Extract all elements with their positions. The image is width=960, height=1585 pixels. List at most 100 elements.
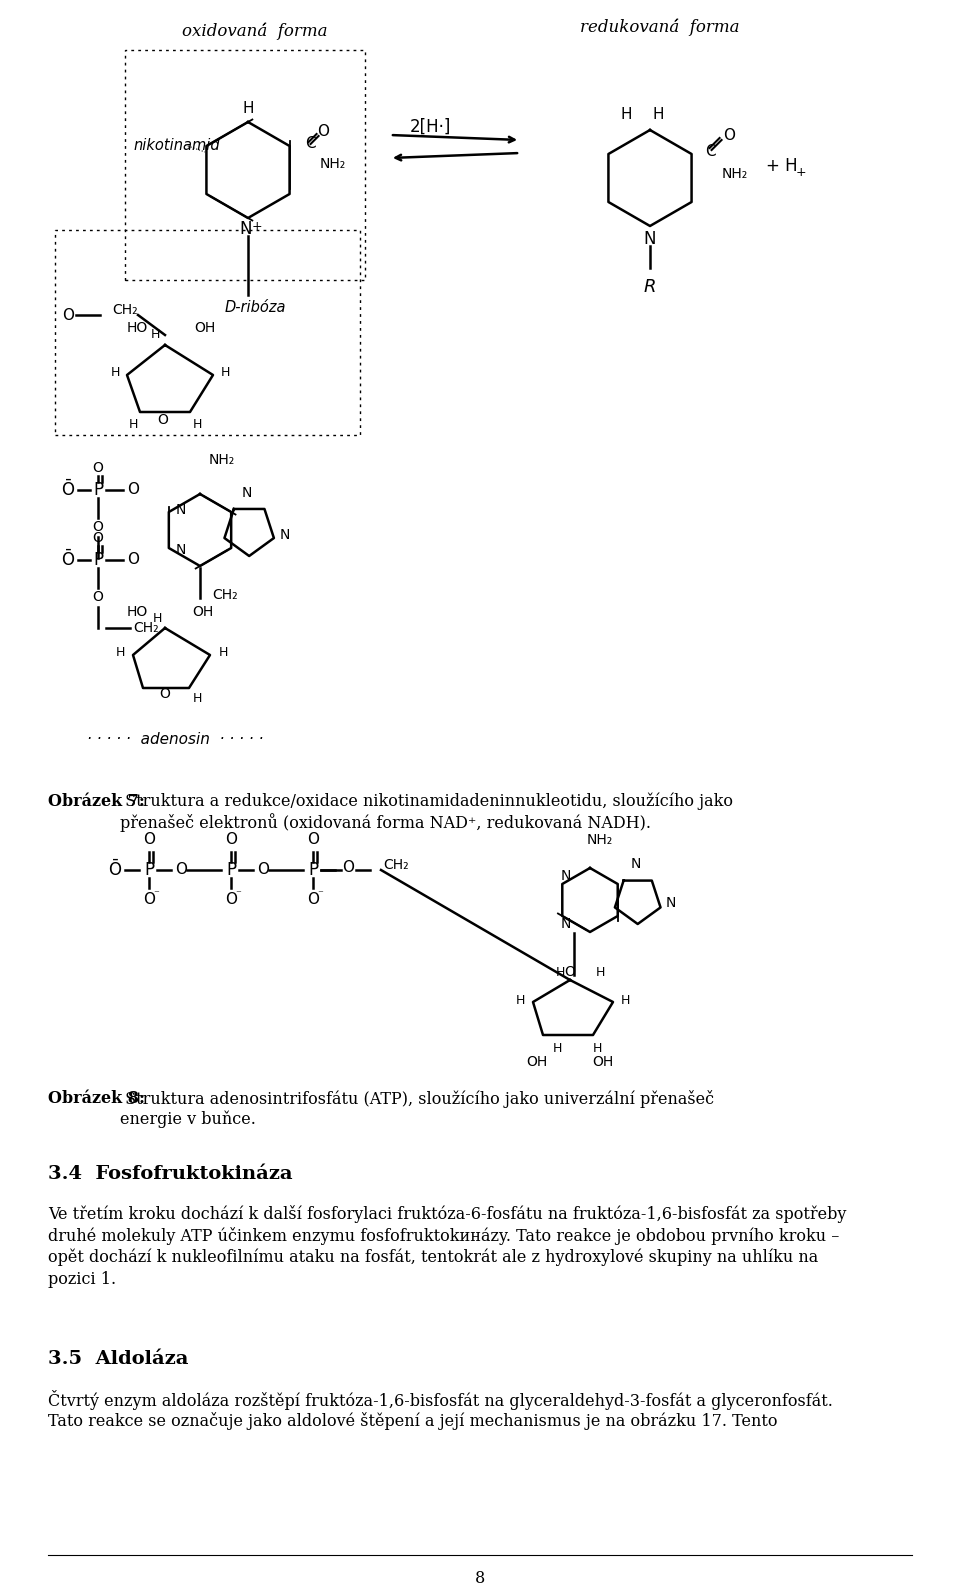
Text: N: N <box>240 220 252 238</box>
Text: N: N <box>631 857 641 872</box>
Text: P: P <box>144 861 154 880</box>
Text: H: H <box>592 1041 602 1054</box>
Text: CH₂: CH₂ <box>133 621 158 636</box>
Text: 2[H·]: 2[H·] <box>409 117 450 136</box>
Text: O: O <box>143 832 155 848</box>
Text: Struktura a redukce/oxidace nikotinamidadeninnukleotidu, sloužícího jako
přenaše: Struktura a redukce/oxidace nikotinamida… <box>120 792 733 832</box>
Text: P: P <box>93 480 103 499</box>
Text: H: H <box>620 994 630 1006</box>
Text: N: N <box>665 896 676 910</box>
Text: H: H <box>555 965 564 978</box>
Text: 3.4  Fosfofruktokináza: 3.4 Fosfofruktokináza <box>48 1165 293 1182</box>
Text: O: O <box>127 482 139 498</box>
Text: D-ribóza: D-ribóza <box>225 301 286 315</box>
Text: H: H <box>516 994 525 1006</box>
Text: C: C <box>706 144 716 158</box>
Text: druhé molekuly ATP účinkem enzymu fosfofruktokинázy. Tato reakce je obdobou prvn: druhé molekuly ATP účinkem enzymu fosfof… <box>48 1227 839 1244</box>
Text: P: P <box>308 861 318 880</box>
Text: N: N <box>176 544 186 556</box>
Text: OH: OH <box>592 1056 613 1068</box>
Text: +: + <box>252 220 262 233</box>
Text: H: H <box>620 108 632 122</box>
Text: Ve třetím kroku dochází k další fosforylaci fruktóza-6-fosfátu na fruktóza-1,6-b: Ve třetím kroku dochází k další fosforyl… <box>48 1205 847 1224</box>
Text: + H: + H <box>766 157 798 174</box>
Text: 3.5  Aldoláza: 3.5 Aldoláza <box>48 1350 188 1368</box>
Text: N: N <box>279 528 290 542</box>
Text: pozici 1.: pozici 1. <box>48 1271 116 1289</box>
Text: Čtvrtý enzym aldoláza rozštěpí fruktóza-1,6-bisfosfát na glyceraldehyd-3-fosfát : Čtvrtý enzym aldoláza rozštěpí fruktóza-… <box>48 1390 833 1411</box>
Text: O: O <box>225 892 237 908</box>
Text: HO: HO <box>127 322 148 334</box>
Text: H: H <box>218 645 228 658</box>
Text: · · · · ·  adenosin  · · · · ·: · · · · · adenosin · · · · · <box>86 732 263 748</box>
Text: N: N <box>644 230 657 247</box>
Text: N: N <box>561 869 571 883</box>
Text: H: H <box>153 612 161 624</box>
Text: R: R <box>644 277 657 296</box>
Text: O: O <box>257 862 269 878</box>
Text: redukovaná́  forma: redukovaná́ forma <box>580 17 740 35</box>
Text: O: O <box>564 965 575 980</box>
Text: H: H <box>151 328 159 341</box>
Text: O: O <box>92 520 104 534</box>
Text: OH: OH <box>192 605 214 620</box>
Text: 8: 8 <box>475 1571 485 1585</box>
Text: OH: OH <box>526 1056 547 1068</box>
Text: P: P <box>93 552 103 569</box>
Text: ⁻: ⁻ <box>317 889 323 899</box>
Text: O: O <box>318 125 329 139</box>
Text: H: H <box>595 965 605 978</box>
Text: O: O <box>225 832 237 848</box>
Text: Struktura adenosintrifosfátu (ATP), sloužícího jako univerzální přenašeč
energie: Struktura adenosintrifosfátu (ATP), slou… <box>120 1090 714 1129</box>
Text: CH₂: CH₂ <box>383 857 409 872</box>
Text: O: O <box>157 414 168 426</box>
Bar <box>125 51 365 281</box>
Text: N: N <box>176 502 186 517</box>
Text: O: O <box>92 531 104 545</box>
Text: O: O <box>307 892 319 908</box>
Text: H: H <box>552 1041 562 1054</box>
Text: O: O <box>127 553 139 567</box>
Text: O: O <box>143 892 155 908</box>
Text: +: + <box>796 165 806 179</box>
Text: N: N <box>242 487 252 499</box>
Text: H: H <box>220 366 229 379</box>
Text: O: O <box>175 862 187 878</box>
Text: P: P <box>226 861 236 880</box>
Text: Obrázek 8:: Obrázek 8: <box>48 1090 145 1106</box>
Text: H: H <box>242 101 253 116</box>
Bar <box>55 230 360 434</box>
Text: HO: HO <box>127 605 148 620</box>
Text: O: O <box>724 128 735 144</box>
Text: O: O <box>307 832 319 848</box>
Text: O: O <box>159 686 171 701</box>
Text: H: H <box>652 108 663 122</box>
Text: nikotinamid: nikotinamid <box>133 138 220 152</box>
Text: N: N <box>561 916 571 930</box>
Text: H: H <box>110 366 120 379</box>
Text: ⁻: ⁻ <box>235 889 241 899</box>
Text: Ō: Ō <box>61 552 75 569</box>
Text: Ō: Ō <box>108 861 122 880</box>
Text: oxidovaná́  forma: oxidovaná́ forma <box>182 22 327 40</box>
Text: NH₂: NH₂ <box>320 157 346 171</box>
Text: NH₂: NH₂ <box>587 834 613 846</box>
Text: H: H <box>115 645 125 658</box>
Text: O: O <box>62 307 74 322</box>
Text: H: H <box>192 418 202 431</box>
Text: H: H <box>129 418 137 431</box>
Text: C: C <box>305 136 316 152</box>
Text: Obrázek 7:: Obrázek 7: <box>48 792 145 810</box>
Text: O: O <box>92 461 104 475</box>
Text: Tato reakce se označuje jako aldolové štěpení a její mechanismus je na obrázku 1: Tato reakce se označuje jako aldolové št… <box>48 1412 778 1430</box>
Text: CH₂: CH₂ <box>212 588 238 602</box>
Text: NH₂: NH₂ <box>209 453 235 468</box>
Text: NH₂: NH₂ <box>722 166 748 181</box>
Text: ⁻: ⁻ <box>153 889 159 899</box>
Text: OH: OH <box>194 322 216 334</box>
Text: H: H <box>192 691 202 704</box>
Text: Ō: Ō <box>61 480 75 499</box>
Text: CH₂: CH₂ <box>112 303 137 317</box>
Text: opět dochází k nukleofilnímu ataku na fosfát, tentokrát ale z hydroxylové skupin: opět dochází k nukleofilnímu ataku na fo… <box>48 1249 818 1266</box>
Text: O: O <box>92 590 104 604</box>
